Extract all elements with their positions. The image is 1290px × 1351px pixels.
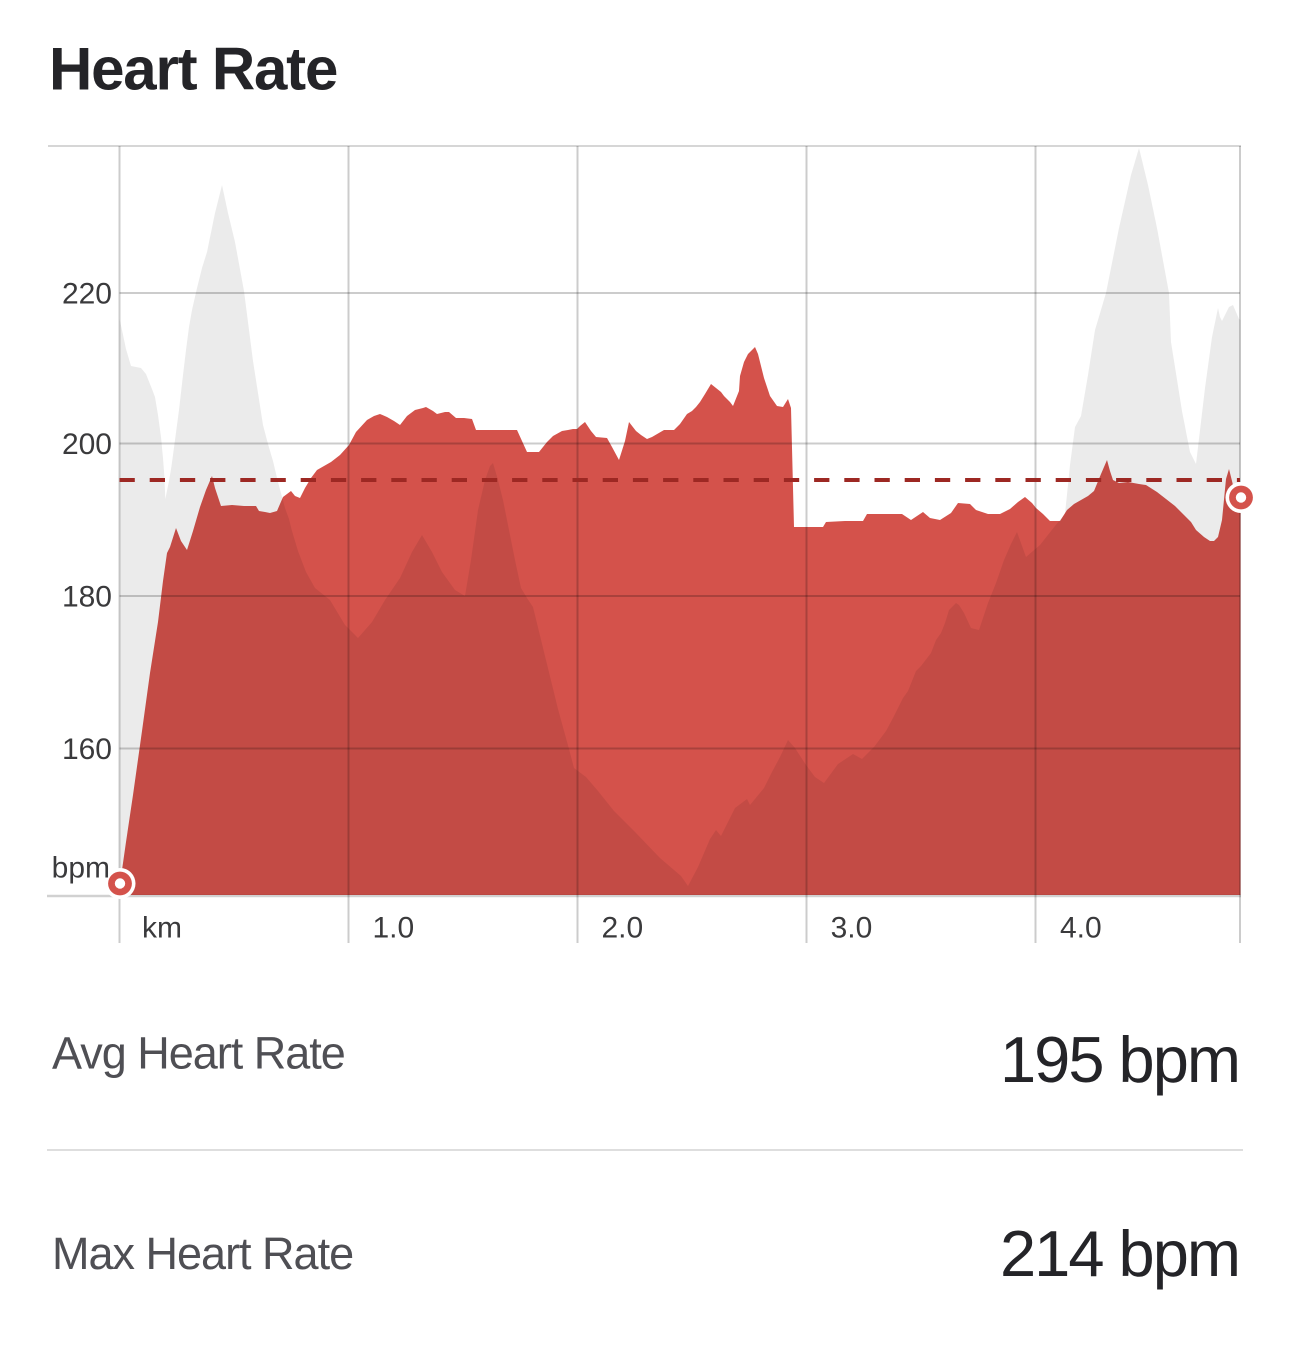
svg-text:214 bpm: 214 bpm	[1000, 1217, 1239, 1290]
svg-text:Heart Rate: Heart Rate	[49, 36, 337, 103]
svg-text:195 bpm: 195 bpm	[1000, 1023, 1239, 1096]
svg-text:Max Heart Rate: Max Heart Rate	[52, 1228, 353, 1279]
svg-text:4.0: 4.0	[1060, 912, 1102, 945]
svg-text:200: 200	[62, 428, 112, 461]
svg-text:220: 220	[62, 278, 112, 311]
svg-text:bpm: bpm	[52, 852, 110, 885]
svg-text:160: 160	[62, 733, 112, 766]
svg-text:Avg Heart Rate: Avg Heart Rate	[52, 1028, 345, 1079]
svg-text:km: km	[142, 912, 182, 945]
svg-text:2.0: 2.0	[602, 912, 644, 945]
svg-text:3.0: 3.0	[831, 912, 873, 945]
svg-text:180: 180	[62, 581, 112, 614]
svg-text:1.0: 1.0	[373, 912, 415, 945]
